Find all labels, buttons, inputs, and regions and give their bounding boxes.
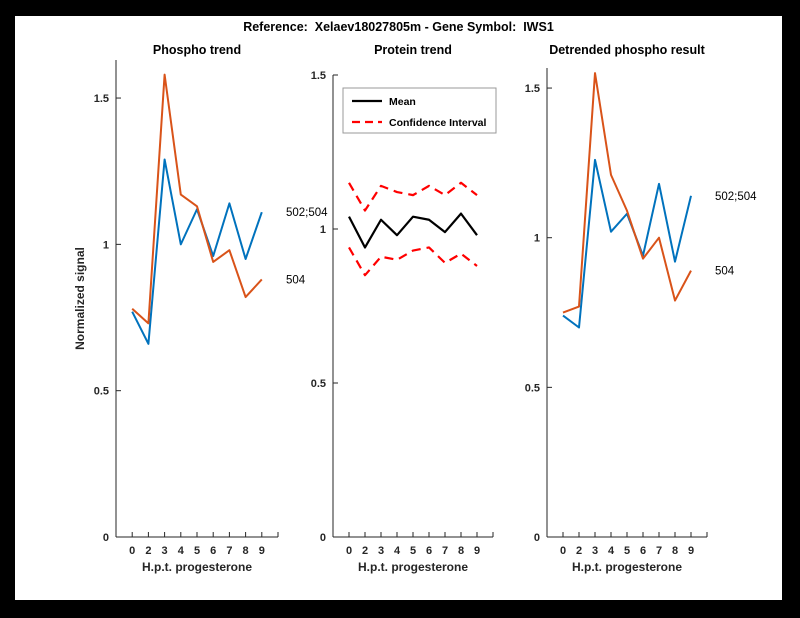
x-tick-label: 7 — [656, 545, 662, 557]
subplot-title: Protein trend — [374, 43, 452, 57]
x-tick-label: 4 — [178, 545, 185, 557]
x-tick-label: 5 — [194, 545, 200, 557]
legend-label-mean: Mean — [389, 96, 416, 108]
subplot-title: Detrended phospho result — [549, 43, 705, 57]
x-tick-label: 8 — [243, 545, 249, 557]
x-tick-label: 4 — [608, 545, 615, 557]
x-tick-label: 3 — [592, 545, 598, 557]
x-tick-label: 6 — [210, 545, 216, 557]
x-tick-label: 0 — [346, 545, 352, 557]
series-end-label-504: 504 — [715, 266, 735, 278]
y-tick-label: 0 — [103, 532, 109, 544]
x-tick-label: 7 — [226, 545, 232, 557]
y-tick-label: 1.5 — [94, 93, 109, 105]
x-tick-label: 0 — [129, 545, 135, 557]
x-tick-label: 6 — [640, 545, 646, 557]
x-tick-label: 8 — [672, 545, 678, 557]
x-tick-label: 5 — [624, 545, 630, 557]
series-end-label-502-504: 502;504 — [286, 207, 328, 219]
x-tick-label: 3 — [378, 545, 384, 557]
x-axis-label: H.p.t. progesterone — [572, 560, 682, 574]
x-tick-label: 2 — [576, 545, 582, 557]
legend-label-confidence-interval: Confidence Interval — [389, 117, 487, 129]
x-tick-label: 4 — [394, 545, 401, 557]
x-tick-label: 5 — [410, 545, 416, 557]
legend-box — [342, 87, 497, 134]
x-tick-label: 7 — [442, 545, 448, 557]
x-axis-label: H.p.t. progesterone — [142, 560, 252, 574]
series-end-label-504: 504 — [286, 274, 306, 286]
y-tick-label: 0 — [534, 532, 540, 544]
x-axis-label: H.p.t. progesterone — [358, 560, 468, 574]
x-tick-label: 6 — [426, 545, 432, 557]
x-tick-label: 0 — [560, 545, 566, 557]
x-tick-label: 8 — [458, 545, 464, 557]
x-tick-label: 3 — [162, 545, 168, 557]
x-tick-label: 9 — [259, 545, 265, 557]
subplot-title: Phospho trend — [153, 43, 241, 57]
y-tick-label: 1.5 — [311, 70, 326, 82]
x-tick-label: 9 — [474, 545, 480, 557]
figure-canvas: Reference: Xelaev18027805m - Gene Symbol… — [15, 16, 782, 600]
series-line-504 — [131, 73, 263, 325]
y-tick-label: 0.5 — [525, 382, 540, 394]
series-line-502-504 — [131, 158, 263, 345]
series-line-confidence-interval-upper — [348, 181, 478, 212]
y-tick-label: 0.5 — [94, 386, 109, 398]
y-tick-label: 1 — [534, 233, 540, 245]
y-tick-label: 1.5 — [525, 83, 540, 95]
x-tick-label: 9 — [688, 545, 694, 557]
series-line-mean — [348, 212, 478, 249]
x-tick-label: 2 — [362, 545, 368, 557]
figure-title: Reference: Xelaev18027805m - Gene Symbol… — [243, 20, 554, 34]
y-axis-label: Normalized signal — [73, 247, 87, 350]
y-tick-label: 1 — [320, 224, 326, 236]
series-line-confidence-interval-lower — [348, 246, 478, 277]
legend: Mean Confidence Interval — [342, 87, 497, 134]
y-tick-label: 1 — [103, 239, 109, 251]
series-line-504 — [562, 72, 692, 314]
y-tick-label: 0 — [320, 532, 326, 544]
y-tick-label: 0.5 — [311, 378, 326, 390]
series-line-502-504 — [562, 158, 692, 329]
series-end-label-502-504: 502;504 — [715, 191, 757, 203]
x-tick-label: 2 — [145, 545, 151, 557]
